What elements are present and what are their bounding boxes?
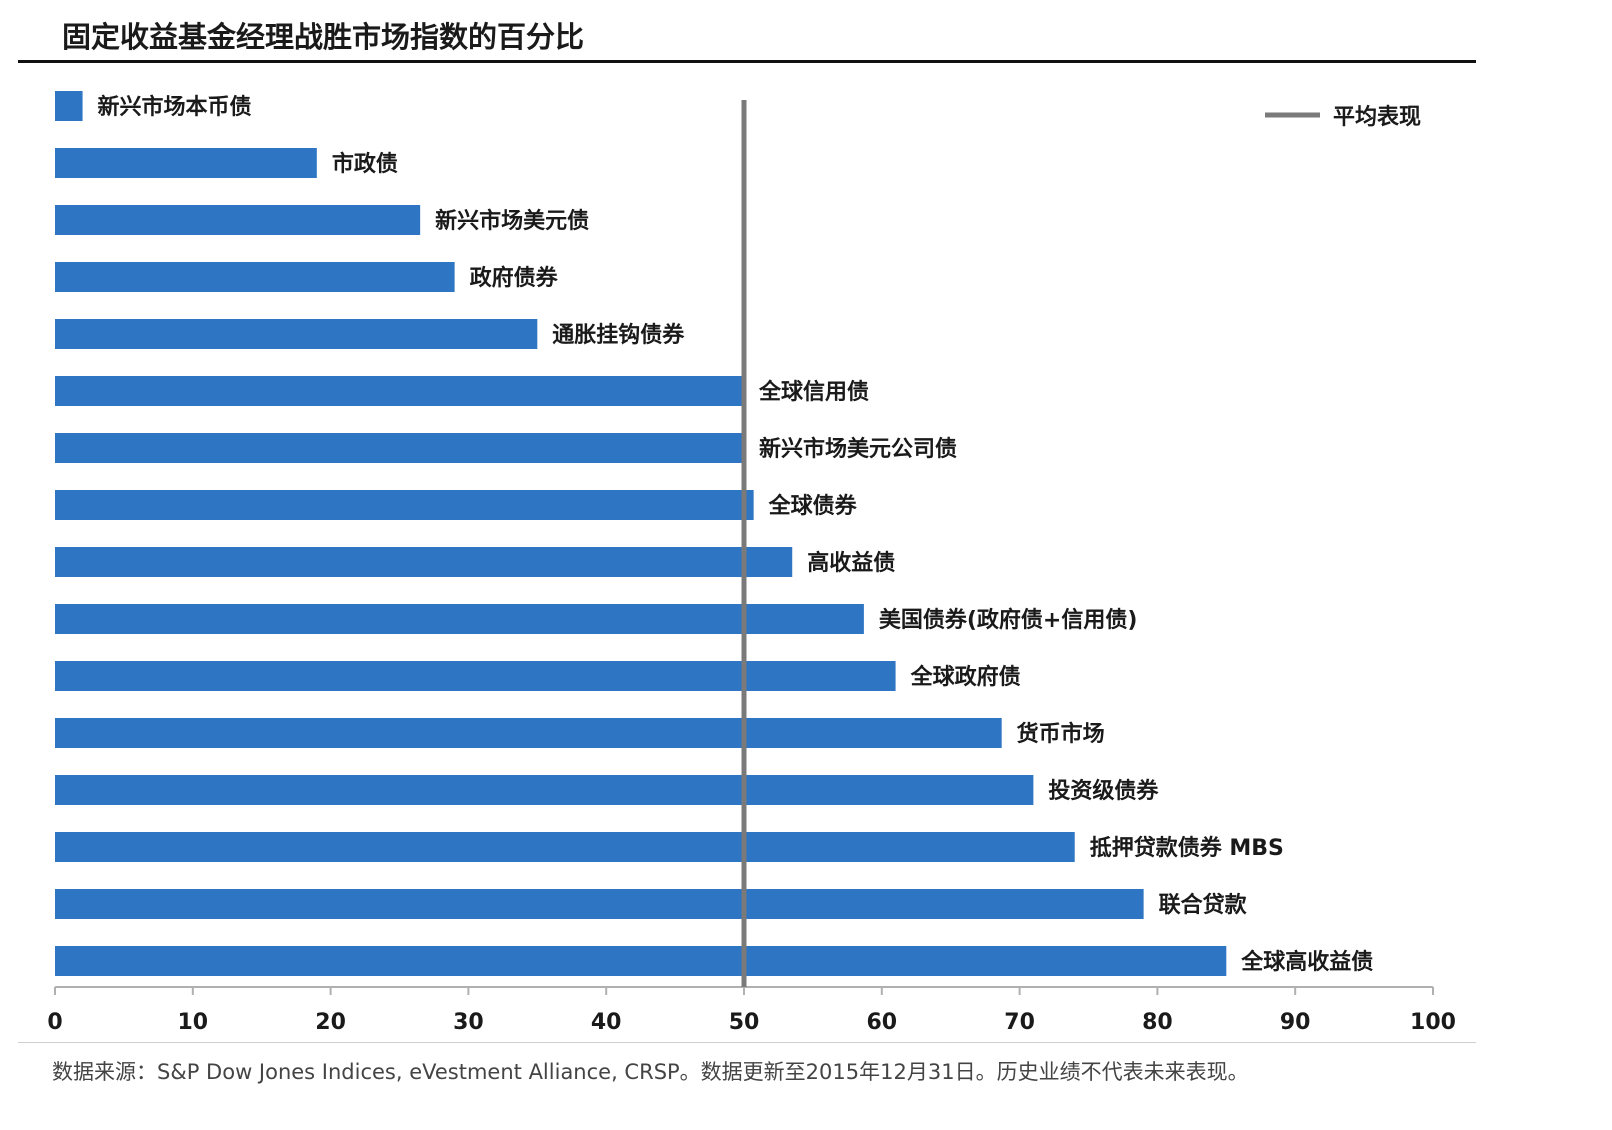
x-tick-label: 20 [315,1010,346,1035]
bar-label: 货币市场 [1017,721,1105,747]
bar [55,319,537,349]
bar-label: 新兴市场美元债 [435,208,589,234]
bar-label: 全球债券 [768,493,858,519]
bar [55,889,1144,919]
bar-label: 政府债券 [470,265,559,291]
source-note: 数据来源：S&P Dow Jones Indices, eVestment Al… [52,1056,1249,1086]
bar-label: 投资级债券 [1048,778,1159,804]
bar-label: 高收益债 [807,550,895,576]
bar [55,205,420,235]
bar-label: 市政债 [332,151,398,177]
legend-label: 平均表现 [1333,104,1421,130]
bar-label: 全球政府债 [910,664,1021,690]
bar [55,946,1226,976]
bar-label: 抵押贷款债券 MBS [1090,835,1284,861]
bar [55,490,754,520]
x-tick-label: 0 [47,1010,62,1035]
bar [55,262,455,292]
bar-label: 联合贷款 [1159,892,1248,918]
bar [55,775,1033,805]
x-tick-label: 70 [1004,1010,1035,1035]
footer-divider [18,1042,1476,1043]
x-tick-label: 50 [729,1010,760,1035]
bar [55,661,896,691]
bar [55,91,83,121]
x-tick-label: 10 [177,1010,208,1035]
bar [55,832,1075,862]
x-tick-label: 60 [866,1010,897,1035]
bar-label: 全球高收益债 [1240,949,1373,975]
bar-label: 全球信用债 [758,379,869,405]
bar [55,547,792,577]
bar-label: 通胀挂钩债券 [552,322,685,348]
x-tick-label: 90 [1280,1010,1311,1035]
bar [55,433,744,463]
x-tick-label: 100 [1410,1010,1456,1035]
bar-label: 美国债券(政府债+信用债) [879,607,1138,633]
bar-label: 新兴市场美元公司债 [759,436,957,462]
x-tick-label: 30 [453,1010,484,1035]
x-tick-label: 80 [1142,1010,1173,1035]
bar [55,148,317,178]
bar [55,718,1002,748]
bar [55,376,744,406]
bar-label: 新兴市场本币债 [98,94,252,120]
x-tick-label: 40 [591,1010,622,1035]
